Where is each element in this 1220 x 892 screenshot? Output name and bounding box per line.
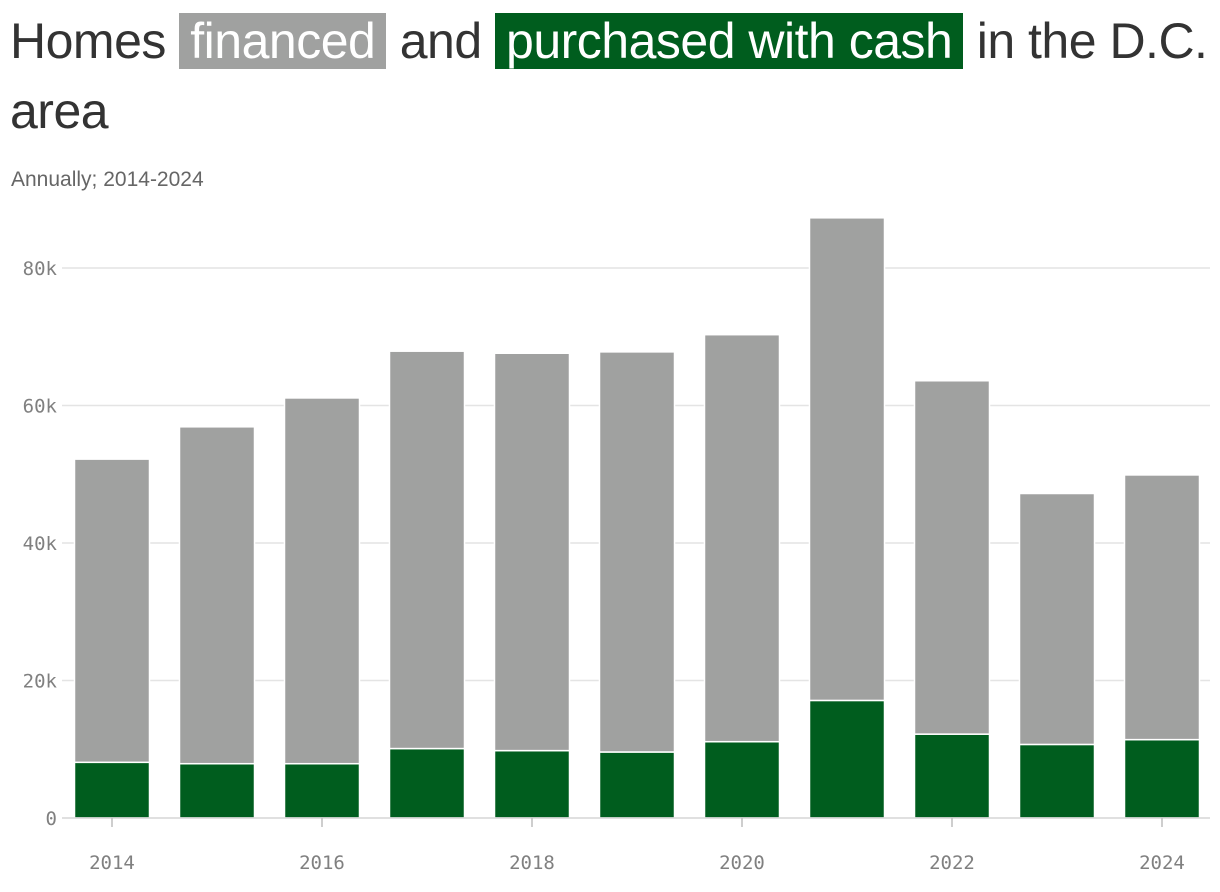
bar-financed-2023 — [1018, 492, 1096, 746]
x-tick-label: 2018 — [509, 852, 555, 874]
bar-purchased-with-cash-2019 — [598, 751, 676, 819]
bar-financed-2017 — [388, 350, 466, 750]
cash-legend-key: purchased with cash — [495, 13, 964, 69]
title-suffix: in the D.C. area — [10, 13, 1208, 139]
bar-purchased-with-cash-2023 — [1018, 743, 1096, 819]
bar-financed-2019 — [598, 351, 676, 753]
title-prefix: Homes — [10, 13, 180, 69]
financed-legend-key: financed — [179, 13, 387, 69]
y-tick-label: 80k — [23, 258, 58, 280]
title-middle: and — [386, 13, 496, 69]
axes: 0 20k 40k 60k 80k 2014 2016 2018 2020 2022 2024 — [23, 258, 1210, 874]
bar-purchased-with-cash-2017 — [388, 747, 466, 819]
x-tick-label: 2022 — [929, 852, 975, 874]
bar-financed-2024 — [1123, 474, 1201, 741]
x-tick-label: 2020 — [719, 852, 765, 874]
chart-title: Homes financed and purchased with cash i… — [10, 6, 1210, 146]
bar-financed-2018 — [493, 352, 571, 752]
bar-purchased-with-cash-2020 — [703, 740, 781, 819]
bar-financed-2022 — [913, 380, 991, 735]
y-tick-label: 0 — [46, 808, 57, 830]
y-tick-label: 20k — [23, 671, 58, 693]
x-tick-label: 2024 — [1139, 852, 1185, 874]
bar-financed-2016 — [283, 397, 361, 765]
chart-subtitle: Annually; 2014-2024 — [11, 168, 204, 191]
y-tick-label: 40k — [23, 533, 58, 555]
bar-purchased-with-cash-2024 — [1123, 738, 1201, 819]
bar-purchased-with-cash-2014 — [73, 761, 151, 819]
bar-financed-2020 — [703, 333, 781, 743]
bar-purchased-with-cash-2022 — [913, 733, 991, 819]
bar-purchased-with-cash-2015 — [178, 762, 256, 819]
bar-purchased-with-cash-2016 — [283, 762, 361, 819]
bar-financed-2015 — [178, 426, 256, 765]
bar-purchased-with-cash-2018 — [493, 749, 571, 819]
bar-financed-2021 — [808, 217, 886, 702]
bar-purchased-with-cash-2021 — [808, 699, 886, 819]
x-tick-label: 2014 — [89, 852, 135, 874]
x-tick-label: 2016 — [299, 852, 345, 874]
y-tick-label: 60k — [23, 396, 58, 418]
bars — [73, 217, 1201, 819]
bar-financed-2014 — [73, 458, 151, 764]
